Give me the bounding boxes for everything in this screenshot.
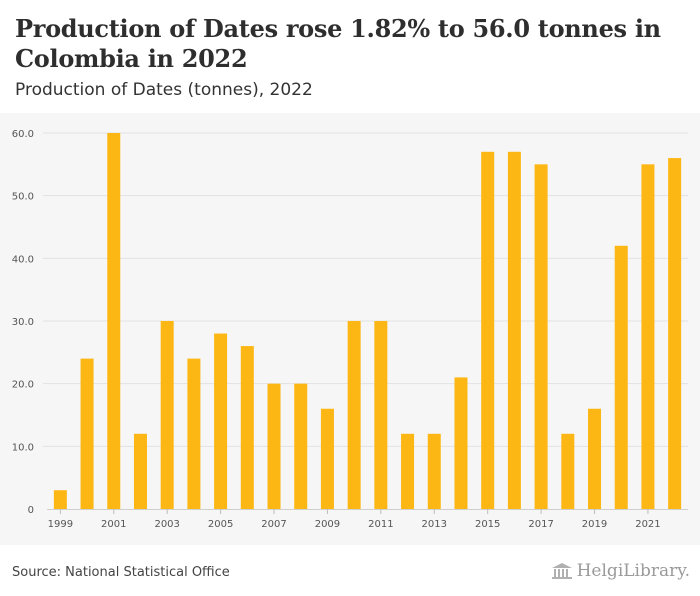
- x-tick-label: 2005: [208, 519, 233, 530]
- bar-2007[interactable]: [267, 383, 281, 509]
- bar-2000[interactable]: [80, 358, 94, 509]
- bar-2019[interactable]: [588, 408, 602, 509]
- bar-2006[interactable]: [240, 346, 254, 509]
- chart-subtitle: Production of Dates (tonnes), 2022: [15, 80, 313, 100]
- bar-2012[interactable]: [401, 433, 415, 509]
- bar-2001[interactable]: [107, 133, 121, 509]
- x-tick-label: 2013: [422, 519, 447, 530]
- bar-1999[interactable]: [53, 490, 67, 509]
- x-tick-label: 2009: [315, 519, 340, 530]
- y-tick-label: 0: [28, 505, 34, 516]
- bar-2010[interactable]: [347, 321, 361, 509]
- source-note: Source: National Statistical Office: [12, 565, 230, 580]
- bar-2011[interactable]: [374, 321, 388, 509]
- chart-header: Production of Dates rose 1.82% to 56.0 t…: [0, 0, 700, 113]
- x-tick-label: 2003: [154, 519, 179, 530]
- bar-2016[interactable]: [507, 151, 521, 510]
- bar-2015[interactable]: [481, 151, 495, 510]
- bar-2021[interactable]: [641, 164, 655, 510]
- y-tick-label: 30.0: [12, 317, 34, 328]
- x-tick-label: 2007: [261, 519, 286, 530]
- bar-2020[interactable]: [614, 245, 628, 510]
- bar-2002[interactable]: [133, 433, 147, 509]
- chart-title: Production of Dates rose 1.82% to 56.0 t…: [15, 14, 661, 73]
- chart-footer: [0, 545, 700, 596]
- x-tick-label: 2017: [528, 519, 553, 530]
- bar-2018[interactable]: [561, 433, 575, 509]
- bar-2013[interactable]: [427, 433, 441, 509]
- x-tick-label: 2019: [582, 519, 607, 530]
- x-tick-label: 1999: [48, 519, 73, 530]
- bar-2022[interactable]: [668, 158, 682, 510]
- y-tick-label: 50.0: [12, 192, 34, 203]
- y-tick-label: 40.0: [12, 254, 34, 265]
- bar-2003[interactable]: [160, 321, 174, 509]
- brand-name: HelgiLibrary.: [576, 561, 690, 581]
- bar-chart: 0 10.0 20.0 30.0 40.0 50.0 60.0 1999 2001 2003 200…: [12, 129, 688, 530]
- x-tick-label: 2011: [368, 519, 393, 530]
- bar-2008[interactable]: [294, 383, 308, 509]
- x-tick-label: 2001: [101, 519, 126, 530]
- bar-2005[interactable]: [214, 333, 228, 509]
- brand-logo[interactable]: HelgiLibrary.: [551, 561, 690, 581]
- bar-2017[interactable]: [534, 164, 548, 510]
- x-tick-label: 2015: [475, 519, 500, 530]
- bar-2004[interactable]: [187, 358, 201, 509]
- y-tick-label: 20.0: [12, 380, 34, 391]
- bar-2009[interactable]: [320, 408, 334, 509]
- y-tick-label: 10.0: [12, 442, 34, 453]
- bar-2014[interactable]: [454, 377, 468, 509]
- x-tick-label: 2021: [635, 519, 660, 530]
- y-tick-label: 60.0: [12, 129, 34, 140]
- library-building-icon: [551, 563, 572, 579]
